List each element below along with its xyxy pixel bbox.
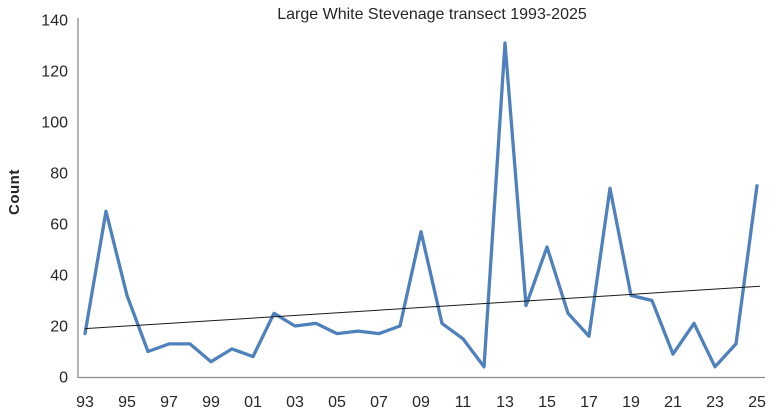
x-tick-label: 23: [706, 394, 724, 411]
x-tick-label: 19: [622, 394, 640, 411]
x-tick-label: 01: [244, 394, 262, 411]
y-tick-label: 20: [50, 319, 68, 336]
x-tick-label: 93: [76, 394, 94, 411]
x-tick-label: 09: [412, 394, 430, 411]
x-tick-label: 05: [328, 394, 346, 411]
y-tick-label: 40: [50, 268, 68, 285]
x-tick-label: 21: [664, 394, 682, 411]
x-tick-label: 99: [202, 394, 220, 411]
y-tick-label: 60: [50, 217, 68, 234]
axis-lines: [77, 18, 765, 379]
x-tick-label: 17: [580, 394, 598, 411]
y-tick-label: 140: [41, 13, 68, 30]
data-line-series: [83, 41, 759, 369]
x-tick-label: 07: [370, 394, 388, 411]
x-tick-label: 11: [455, 394, 472, 411]
x-tick-label: 95: [118, 394, 136, 411]
y-tick-label: 80: [50, 166, 68, 183]
x-tick-label: 25: [748, 394, 766, 411]
x-tick-label: 13: [496, 394, 514, 411]
y-tick-label: 100: [41, 115, 68, 132]
y-tick-label: 120: [41, 64, 68, 81]
x-tick-label: 15: [538, 394, 556, 411]
y-tick-label: 0: [59, 370, 68, 387]
chart-title: Large White Stevenage transect 1993-2025: [277, 6, 587, 23]
x-tick-label: 97: [160, 394, 178, 411]
x-tick-label: 03: [286, 394, 304, 411]
trend-line: [84, 285, 761, 330]
